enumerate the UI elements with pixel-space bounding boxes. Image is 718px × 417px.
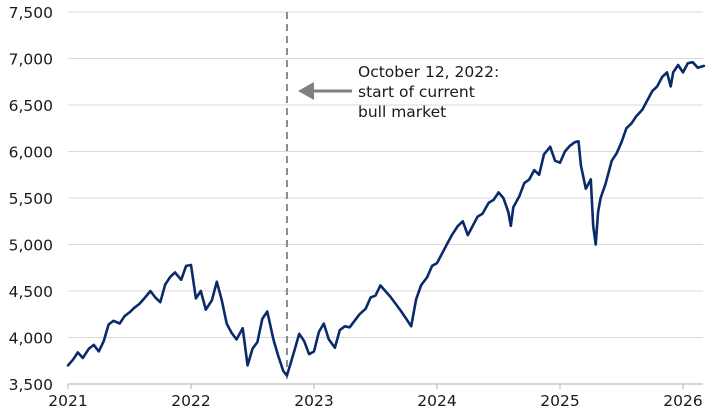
x-tick-label: 2021 bbox=[48, 392, 87, 410]
x-tick-label: 2023 bbox=[294, 392, 333, 410]
y-tick-label: 3,500 bbox=[9, 376, 53, 394]
x-tick-label: 2026 bbox=[663, 392, 702, 410]
x-axis-ticks: 2021 2022 2023 2024 2025 2026 bbox=[48, 384, 703, 410]
x-tick-label: 2025 bbox=[540, 392, 579, 410]
y-tick-label: 4,500 bbox=[9, 283, 53, 301]
y-gridlines bbox=[68, 11, 703, 338]
annotation-line-2: start of current bbox=[358, 83, 475, 101]
sp500-series-line bbox=[66, 60, 706, 377]
y-tick-label: 6,500 bbox=[9, 97, 53, 115]
y-tick-label: 4,000 bbox=[9, 330, 53, 348]
x-tick-label: 2022 bbox=[171, 392, 210, 410]
y-tick-label: 6,000 bbox=[9, 144, 53, 162]
annotation-line-3: bull market bbox=[358, 103, 446, 121]
annotation-line-1: October 12, 2022: bbox=[358, 63, 499, 81]
y-axis-tick-labels: 3,500 4,000 4,500 5,000 5,500 6,000 6,500 7,000… bbox=[9, 4, 53, 394]
y-tick-label: 7,500 bbox=[9, 4, 53, 22]
y-tick-label: 5,000 bbox=[9, 237, 53, 255]
y-tick-label: 7,000 bbox=[9, 51, 53, 69]
y-tick-label: 5,500 bbox=[9, 190, 53, 208]
x-tick-label: 2024 bbox=[417, 392, 456, 410]
bull-market-annotation: October 12, 2022: start of current bull … bbox=[298, 63, 499, 121]
arrow-head-icon bbox=[298, 82, 314, 100]
